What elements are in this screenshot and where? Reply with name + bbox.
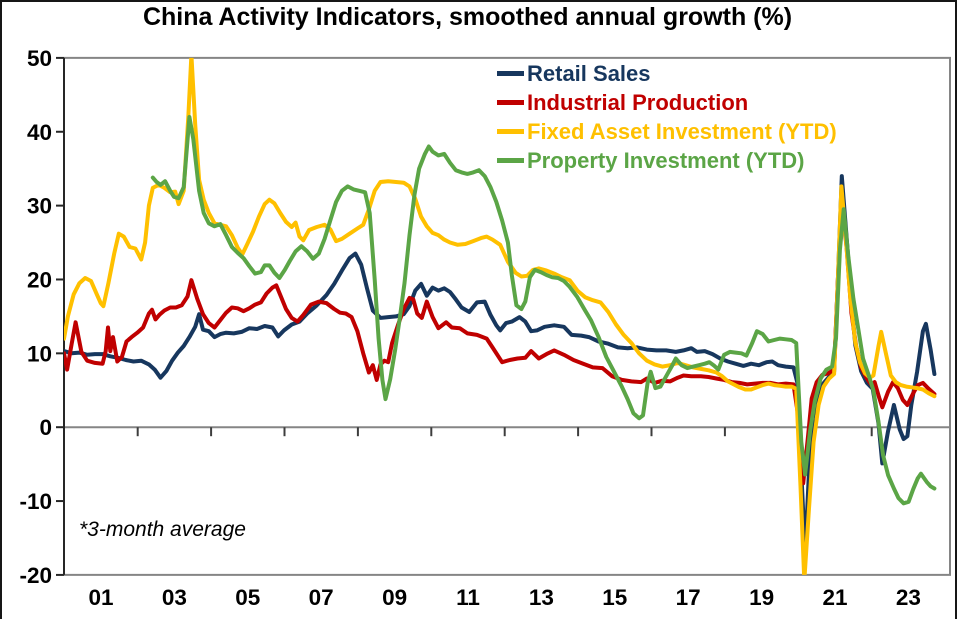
x-axis-label: 15 <box>602 585 627 610</box>
chart-title: China Activity Indicators, smoothed annu… <box>142 3 793 31</box>
legend-item-property-investment-ytd: Property Investment (YTD) <box>497 146 837 175</box>
legend-dash-icon <box>497 129 524 134</box>
legend: Retail Sales Industrial Production Fixed A… <box>497 59 837 175</box>
y-axis-label: 10 <box>27 341 52 366</box>
legend-label: Fixed Asset Investment (YTD) <box>527 118 837 144</box>
legend-dash-icon <box>497 71 524 76</box>
y-axis-label: 30 <box>27 194 52 219</box>
legend-item-fixed-asset-investment-ytd: Fixed Asset Investment (YTD) <box>497 117 837 146</box>
legend-dash-icon <box>497 100 524 105</box>
x-axis-label: 13 <box>529 585 554 610</box>
y-axis-label: 0 <box>39 415 52 440</box>
y-axis-label: 50 <box>27 46 52 71</box>
series-line-property-investment-ytd <box>150 115 937 506</box>
x-axis-label: 09 <box>382 585 407 610</box>
legend-label: Retail Sales <box>527 60 651 86</box>
legend-label: Industrial Production <box>527 89 749 115</box>
y-axis-label: -20 <box>19 563 52 588</box>
series-line-industrial-production <box>64 197 937 486</box>
y-axis-label: 20 <box>27 267 52 292</box>
series-line-retail-sales <box>64 174 937 557</box>
x-axis-label: 19 <box>749 585 774 610</box>
x-axis-label: 07 <box>309 585 334 610</box>
x-axis-label: 23 <box>896 585 921 610</box>
x-axis-label: 21 <box>822 585 847 610</box>
legend-dash-icon <box>497 158 524 163</box>
y-axis-label: 40 <box>27 120 52 145</box>
footnote: *3-month average <box>79 518 246 541</box>
legend-item-industrial-production: Industrial Production <box>497 88 837 117</box>
x-axis-label: 11 <box>456 585 480 610</box>
x-axis-label: 17 <box>676 585 701 610</box>
x-axis-label: 01 <box>88 585 113 610</box>
legend-item-retail-sales: Retail Sales <box>497 59 837 88</box>
y-axis-label: -10 <box>19 489 52 514</box>
plot-border <box>64 56 951 576</box>
legend-label: Property Investment (YTD) <box>527 147 805 173</box>
x-axis-label: 03 <box>162 585 187 610</box>
x-axis-label: 05 <box>235 585 260 610</box>
